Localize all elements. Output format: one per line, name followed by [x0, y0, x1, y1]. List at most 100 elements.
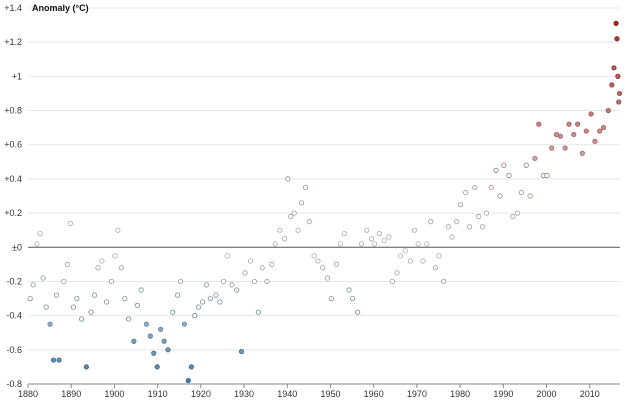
data-point: [67, 220, 73, 226]
data-points: [27, 20, 623, 384]
data-point: [255, 309, 261, 315]
data-point: [229, 282, 235, 288]
data-point: [467, 224, 473, 230]
data-point: [454, 219, 460, 225]
data-point: [99, 258, 105, 264]
gridlines: [28, 7, 620, 385]
data-point: [37, 231, 43, 237]
data-point: [579, 150, 586, 156]
y-tick-label: -0.2: [6, 276, 22, 286]
data-point: [337, 241, 344, 247]
data-point: [497, 193, 503, 199]
data-point: [597, 128, 603, 134]
x-tick-label: 1990: [493, 389, 513, 399]
data-point: [88, 309, 94, 315]
data-point: [371, 241, 378, 247]
data-point: [402, 248, 408, 254]
x-tick-label: 1940: [277, 389, 297, 399]
data-point: [112, 253, 118, 259]
x-tick-label: 1890: [61, 389, 81, 399]
data-point: [138, 287, 144, 293]
data-point: [238, 348, 245, 355]
y-tick-label: ±0: [12, 242, 22, 252]
data-point: [397, 253, 404, 259]
data-point: [70, 304, 76, 310]
data-point: [364, 227, 370, 233]
data-point: [131, 338, 137, 344]
data-point: [320, 265, 326, 271]
data-point: [154, 364, 160, 370]
data-point: [605, 107, 611, 114]
x-tick-label: 1880: [18, 389, 38, 399]
data-point: [122, 295, 128, 302]
data-point: [523, 162, 529, 168]
x-tick-label: 1930: [234, 389, 254, 399]
data-point: [40, 275, 46, 281]
data-point: [95, 265, 101, 271]
data-point: [174, 292, 181, 298]
data-point: [424, 241, 430, 247]
data-point: [510, 213, 516, 220]
data-point: [151, 350, 157, 356]
data-point: [571, 131, 577, 138]
y-tick-label: +0.4: [4, 174, 22, 184]
x-tick-label: 1970: [407, 389, 427, 399]
data-point: [476, 213, 482, 220]
data-point: [27, 295, 33, 302]
data-point: [126, 316, 132, 322]
x-tick-label: 2000: [537, 389, 557, 399]
data-point: [78, 316, 85, 322]
data-point: [161, 338, 167, 344]
data-point: [277, 227, 283, 233]
data-point: [457, 201, 464, 208]
data-point: [616, 90, 623, 97]
data-point: [441, 278, 447, 285]
x-tick-label: 1920: [191, 389, 211, 399]
data-point: [472, 184, 478, 191]
data-point: [536, 121, 542, 127]
data-point: [600, 125, 607, 131]
data-point: [368, 236, 375, 242]
data-point: [83, 364, 89, 370]
data-point: [221, 278, 227, 285]
data-point: [247, 258, 254, 264]
data-point: [386, 234, 392, 240]
data-point: [527, 193, 533, 199]
y-tick-label: +0.2: [4, 208, 22, 218]
data-point: [341, 231, 347, 237]
data-point: [493, 167, 499, 173]
x-tick-label: 1900: [104, 389, 124, 399]
data-point: [298, 200, 305, 206]
y-tick-label: +0.8: [4, 106, 22, 116]
y-axis: -0.8 -0.6 -0.4 -0.2 ±0 +0.2 +0.4 +0.6 +0.8 +1 +1.2…: [4, 3, 22, 389]
data-point: [224, 253, 230, 259]
data-point: [315, 258, 321, 264]
data-point: [346, 287, 352, 293]
data-point: [115, 227, 121, 233]
data-point: [118, 265, 124, 271]
data-point: [449, 234, 455, 240]
data-point: [532, 155, 538, 161]
data-point: [389, 278, 395, 285]
data-point: [549, 145, 555, 151]
data-point: [436, 253, 442, 259]
data-point: [311, 253, 317, 259]
data-point: [192, 313, 198, 319]
data-point: [415, 241, 421, 247]
y-tick-label: +1.4: [4, 3, 22, 13]
data-point: [47, 321, 53, 327]
data-point: [165, 347, 171, 353]
data-point: [615, 73, 621, 79]
data-point: [514, 210, 521, 216]
data-point: [355, 309, 361, 315]
data-point: [158, 326, 164, 332]
data-point: [53, 292, 60, 298]
data-point: [291, 210, 297, 216]
y-tick-label: -0.6: [6, 345, 22, 355]
x-tick-label: 1980: [450, 389, 470, 399]
data-point: [616, 99, 622, 105]
data-point: [488, 184, 494, 191]
data-point: [285, 176, 291, 182]
x-tick-label: 1960: [364, 389, 384, 399]
